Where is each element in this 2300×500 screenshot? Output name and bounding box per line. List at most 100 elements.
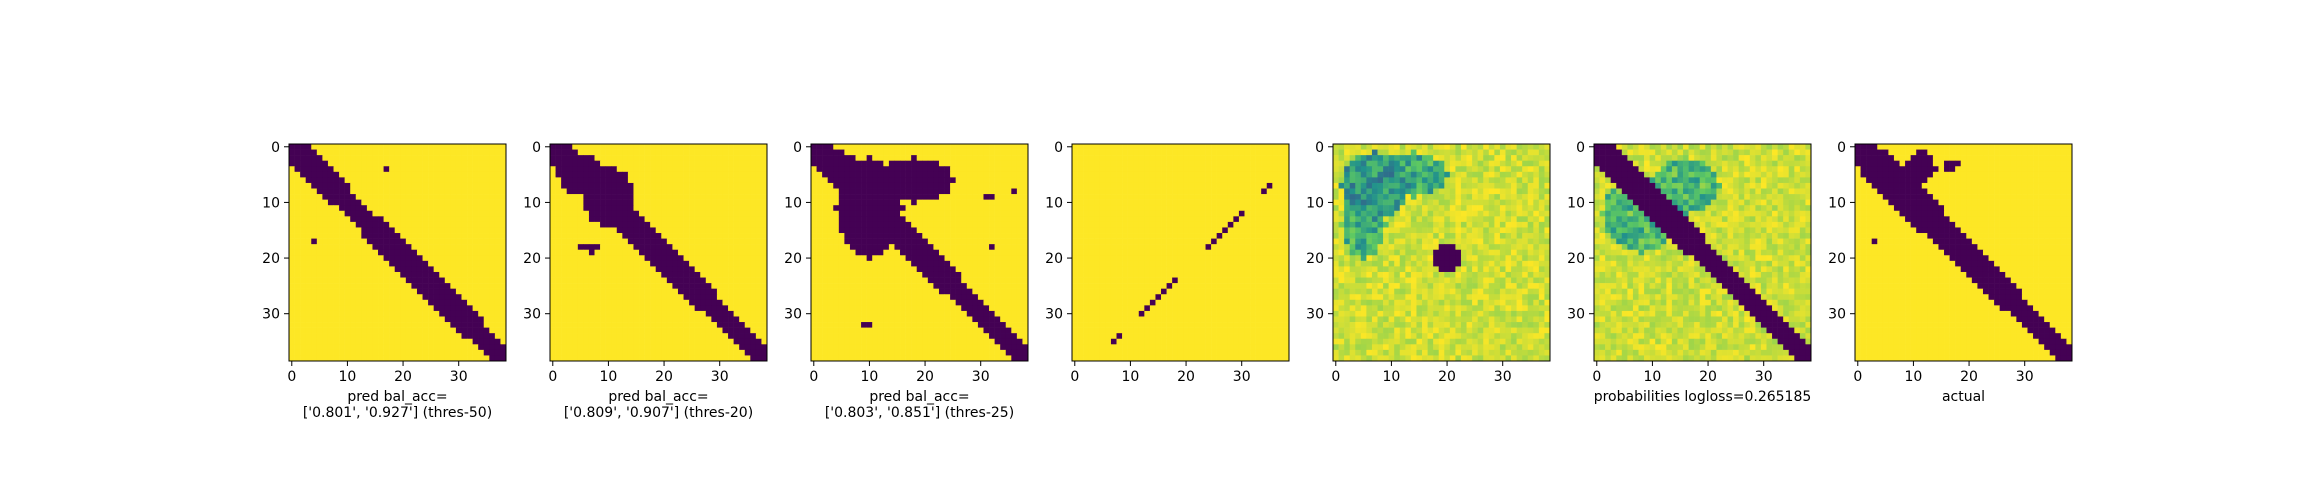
heatmap-cell [289,188,295,195]
heatmap-cell [633,155,640,161]
heatmap-cell [1233,182,1240,189]
heatmap-cell [711,227,718,234]
heatmap-cell [972,283,979,289]
heatmap-cell [1022,260,1029,267]
heatmap-cell [316,155,323,161]
heatmap-cell [289,171,295,178]
heatmap-cell [944,210,951,217]
heatmap-cell [650,171,657,178]
heatmap-cell [927,338,934,345]
heatmap-cell [1088,177,1095,184]
heatmap-cell [944,310,951,317]
heatmap-cell [311,277,318,284]
heatmap-cell [888,227,895,234]
heatmap-cell [355,299,362,306]
heatmap-cell [455,316,462,323]
heatmap-cell [894,249,901,256]
heatmap-cell [311,238,318,245]
heatmap-cell [666,271,673,278]
heatmap-cell [1005,299,1012,306]
heatmap-cell [577,316,584,323]
heatmap-cell [350,188,357,195]
heatmap-cell [378,249,384,256]
heatmap-cell [633,260,640,267]
heatmap-cell [905,188,912,195]
heatmap-cell [894,244,901,251]
heatmap-cell [938,205,945,212]
heatmap-cell [1211,182,1217,189]
heatmap-cell [383,205,390,212]
heatmap-cell [611,322,618,328]
heatmap-cell [811,288,817,295]
heatmap-cell [294,205,301,212]
heatmap-cell [822,322,828,328]
heatmap-cell [572,310,579,317]
heatmap-cell [411,271,418,278]
heatmap-cell [700,310,707,317]
heatmap-cell [600,310,606,317]
heatmap-cell [305,155,312,161]
heatmap-cell [366,294,373,301]
heatmap-cell [744,194,751,200]
heatmap-cell [644,299,651,306]
heatmap-cell [339,305,345,312]
heatmap-cell [744,283,751,289]
heatmap-cell [467,255,473,262]
heatmap-cell [555,299,562,306]
heatmap-cell [694,205,701,212]
heatmap-cell [372,299,379,306]
heatmap-cell [716,266,723,273]
heatmap-cell [750,249,757,256]
heatmap-cell [883,333,890,340]
heatmap-cell [761,227,768,234]
heatmap-cell [911,310,918,317]
heatmap-cell [1016,171,1023,178]
heatmap-cell [900,322,906,328]
heatmap-cell [955,266,962,273]
heatmap-cell [394,149,401,156]
heatmap-cell [489,283,496,289]
heatmap-cell [855,210,862,217]
heatmap-cell [827,355,834,362]
heatmap-cell [955,182,962,189]
heatmap-cell [500,238,507,245]
heatmap-cell [472,305,479,312]
heatmap-cell [389,299,396,306]
heatmap-cell [467,310,473,317]
heatmap-cell [994,149,1001,156]
heatmap-cell [1072,188,1078,195]
heatmap-cell [694,171,701,178]
heatmap-cell [455,310,462,317]
heatmap-cell [594,216,601,223]
heatmap-cell [355,144,362,150]
heatmap-cell [655,299,662,306]
heatmap-cell [339,355,345,362]
heatmap-cell [1183,182,1190,189]
heatmap-cell [428,199,434,206]
heatmap-cell [677,327,684,334]
heatmap-cell [622,144,629,150]
heatmap-cell [400,249,407,256]
heatmap-cell [322,266,329,273]
heatmap-cell [944,194,951,200]
heatmap-cell [461,255,468,262]
heatmap-cell [489,349,496,356]
heatmap-cell [894,355,901,362]
heatmap-cell [989,244,995,251]
heatmap-cell [655,238,662,245]
heatmap-cell [611,205,618,212]
heatmap-cell [555,249,562,256]
heatmap-cell [594,210,601,217]
heatmap-cell [322,338,329,345]
heatmap-cell [761,205,768,212]
heatmap-cell [716,327,723,334]
heatmap-cell [905,349,912,356]
heatmap-cell [622,260,629,267]
heatmap-cell [900,355,906,362]
heatmap-cell [366,288,373,295]
heatmap-cell [300,221,306,228]
heatmap-cell [855,171,862,178]
heatmap-cell [588,327,595,334]
heatmap-cell [916,266,923,273]
heatmap-cell [883,221,890,228]
